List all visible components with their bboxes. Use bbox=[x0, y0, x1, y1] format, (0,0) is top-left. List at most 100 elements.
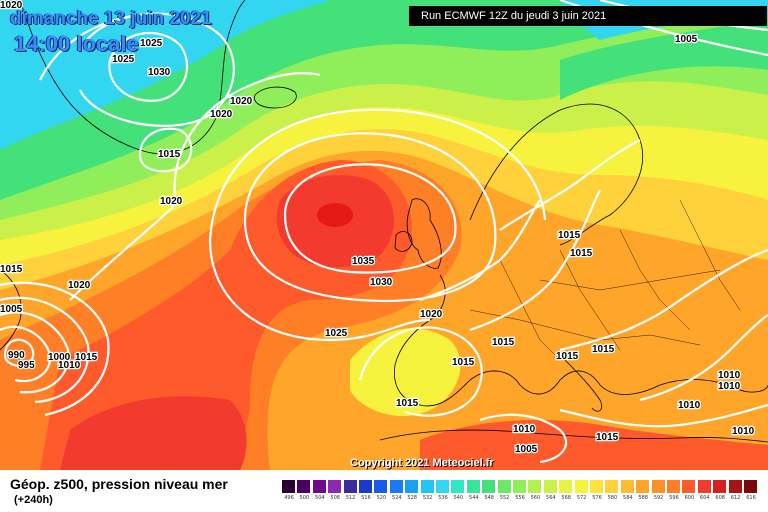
isobar-label: 1020 bbox=[160, 196, 183, 207]
scale-swatch bbox=[651, 480, 666, 493]
scale-label: 596 bbox=[669, 495, 679, 501]
scale-label: 520 bbox=[376, 495, 387, 501]
scale-swatch bbox=[312, 480, 327, 493]
scale-swatch bbox=[436, 480, 450, 493]
scale-label: 600 bbox=[684, 495, 695, 501]
isobar-high-inner bbox=[283, 163, 457, 274]
forecast-hours: (+240h) bbox=[14, 494, 53, 506]
isobar-label: 1015 bbox=[158, 149, 181, 160]
scale-swatch bbox=[574, 480, 589, 493]
isobar-label: 1015 bbox=[570, 248, 593, 259]
scale-label: 496 bbox=[284, 495, 294, 501]
scale-swatch bbox=[420, 480, 435, 493]
isobar-label: 1010 bbox=[718, 370, 741, 381]
isobar-label: 1015 bbox=[592, 344, 615, 355]
isobar-label: 1025 bbox=[112, 54, 135, 65]
isobar-greenland-high bbox=[108, 31, 189, 102]
scale-swatch bbox=[620, 480, 635, 493]
map-canvas: 1020 1025 1025 1030 1020 1020 1015 1020 … bbox=[0, 0, 768, 470]
isobar-label: 1030 bbox=[148, 67, 171, 78]
weather-map: 1020 1025 1025 1030 1020 1020 1015 1020 … bbox=[0, 0, 768, 470]
scale-label: 564 bbox=[546, 495, 556, 501]
scale-label: 508 bbox=[330, 495, 340, 501]
isobar-label: 1015 bbox=[396, 398, 419, 409]
scale-swatch bbox=[374, 480, 389, 493]
scale-swatch bbox=[636, 480, 651, 493]
isobar-north-1025 bbox=[39, 13, 141, 81]
iceland-coast bbox=[254, 86, 297, 109]
scale-swatch bbox=[697, 480, 712, 493]
scale-swatch bbox=[528, 480, 543, 493]
isobar-label: 1005 bbox=[515, 444, 538, 455]
scale-label: 608 bbox=[715, 495, 725, 501]
isobar-low-1005 bbox=[0, 296, 90, 404]
italy-coast bbox=[559, 354, 603, 412]
isobar-1010-south bbox=[479, 413, 568, 464]
isobar-label: 1020 bbox=[68, 280, 91, 291]
scale-swatch bbox=[590, 480, 604, 493]
band-red-south bbox=[60, 396, 247, 470]
scale-label: 544 bbox=[469, 495, 479, 501]
isobar-1015-north bbox=[499, 139, 641, 231]
scale-label: 576 bbox=[592, 495, 602, 501]
scale-swatch bbox=[682, 480, 697, 493]
scale-swatch bbox=[343, 480, 358, 493]
isobar-label: 1030 bbox=[370, 277, 393, 288]
coastlines bbox=[0, 0, 768, 443]
color-scale: 496 500 504 508 512 516 520 524 528 532 536 540 544 5… bbox=[282, 480, 762, 506]
isobar-1025-west bbox=[208, 108, 547, 241]
copyright-notice: Copyright 2021 Meteociel.fr bbox=[350, 457, 494, 469]
scale-label: 592 bbox=[653, 495, 664, 501]
border-5 bbox=[679, 199, 741, 311]
scale-swatch bbox=[667, 480, 681, 493]
isobar-label: 1025 bbox=[325, 328, 348, 339]
isobar-label: 1035 bbox=[352, 256, 375, 267]
scale-label: 552 bbox=[499, 495, 510, 501]
isobar-label: 1015 bbox=[492, 337, 515, 348]
scale-label: 548 bbox=[484, 495, 494, 501]
isobar-low-1000 bbox=[0, 311, 70, 394]
isobar-label: 1020 bbox=[210, 109, 233, 120]
scale-label: 612 bbox=[730, 495, 741, 501]
isobar-high-1030 bbox=[243, 132, 497, 302]
scale-swatch bbox=[482, 480, 497, 493]
scale-label: 584 bbox=[623, 495, 633, 501]
isobar-label: 1015 bbox=[452, 357, 475, 368]
isobar-low-995 bbox=[0, 325, 52, 383]
band-northeast-green bbox=[560, 20, 768, 100]
ireland-coast bbox=[394, 231, 413, 252]
scale-label: 516 bbox=[361, 495, 371, 501]
scale-label: 500 bbox=[299, 495, 310, 501]
border-4 bbox=[619, 229, 691, 331]
isobar-label: 1005 bbox=[675, 34, 698, 45]
forecast-date: dimanche 13 juin 2021 bbox=[10, 8, 212, 29]
scale-swatch bbox=[297, 480, 312, 493]
scale-label: 604 bbox=[700, 495, 710, 501]
scale-label: 580 bbox=[607, 495, 618, 501]
isobar-label: 1010 bbox=[732, 426, 755, 437]
forecast-time: 14:00 locale bbox=[14, 31, 139, 56]
scale-swatch bbox=[389, 480, 404, 493]
isobar-1020 bbox=[173, 72, 321, 201]
isobar-label: 995 bbox=[18, 360, 35, 371]
scale-label: 512 bbox=[345, 495, 356, 501]
isobar-label: 1010 bbox=[678, 400, 701, 411]
scale-label: 556 bbox=[515, 495, 525, 501]
scale-label: 568 bbox=[561, 495, 571, 501]
isobar-label: 1000 bbox=[48, 352, 71, 363]
scale-swatch bbox=[605, 480, 620, 493]
scale-label: 532 bbox=[422, 495, 433, 501]
isobar-label: 1010 bbox=[513, 424, 536, 435]
scale-label: 504 bbox=[315, 495, 325, 501]
isobar-1020-europe bbox=[419, 199, 541, 302]
isobar-label: 1020 bbox=[230, 96, 253, 107]
isobar-1015-loop bbox=[138, 127, 193, 173]
isobar-label: 1020 bbox=[0, 0, 23, 11]
scale-swatch bbox=[513, 480, 527, 493]
isobar-label: 1010 bbox=[58, 360, 81, 371]
scale-swatch bbox=[744, 480, 758, 493]
scale-label: 572 bbox=[576, 495, 587, 501]
scale-swatch bbox=[359, 480, 373, 493]
isobar-1025-south bbox=[208, 239, 431, 342]
isobar-label: 1020 bbox=[420, 309, 443, 320]
